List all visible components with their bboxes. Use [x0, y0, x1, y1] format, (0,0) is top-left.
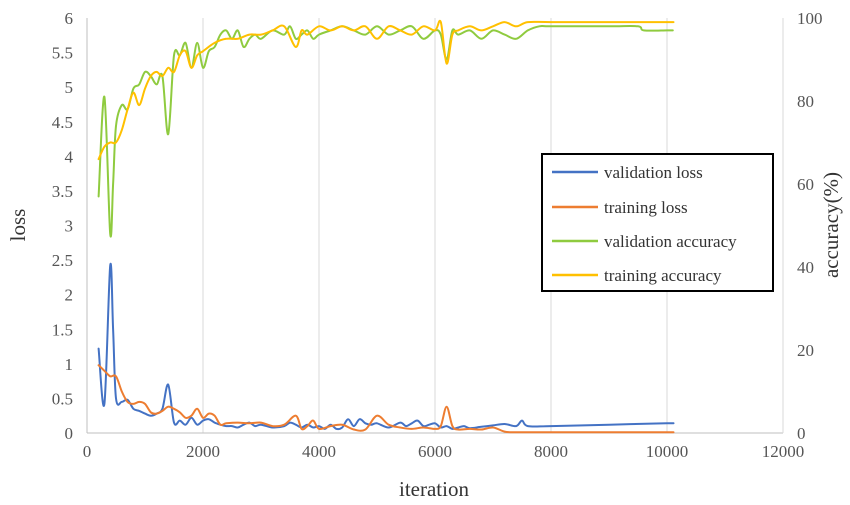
x-tick-label: 10000	[646, 442, 689, 461]
y-tick-label: 5.5	[52, 44, 73, 63]
legend-label-validation-accuracy: validation accuracy	[604, 232, 737, 251]
y2-axis-label: accuracy(%)	[819, 172, 843, 278]
y-tick-label: 4	[65, 147, 74, 166]
y-tick-label: 3.5	[52, 182, 73, 201]
tick-labels: 0 2000 4000 6000 8000 10000 1200000.511.522.53…	[52, 9, 823, 461]
y-tick-label: 2.5	[52, 251, 73, 270]
legend-label-training-loss: training loss	[604, 198, 688, 217]
x-tick-label: 2000	[186, 442, 220, 461]
y-tick-label: 5	[65, 78, 74, 97]
y-tick-label: 1.5	[52, 320, 73, 339]
y-axis-label: loss	[6, 209, 30, 242]
y2-tick-label: 0	[797, 424, 806, 443]
series-line-training-accuracy	[97, 19, 675, 161]
y-tick-label: 2	[65, 286, 74, 305]
x-tick-label: 8000	[534, 442, 568, 461]
y2-tick-label: 20	[797, 341, 814, 360]
x-tick-label: 0	[83, 442, 92, 461]
y2-tick-label: 100	[797, 9, 823, 28]
y2-tick-label: 40	[797, 258, 814, 277]
x-tick-label: 4000	[302, 442, 336, 461]
y2-tick-label: 60	[797, 175, 814, 194]
series-lines	[97, 19, 675, 434]
y2-tick-label: 80	[797, 92, 814, 111]
y-tick-label: 6	[65, 9, 74, 28]
series-line-training-loss	[97, 364, 675, 434]
y-tick-label: 0	[65, 424, 74, 443]
x-tick-label: 6000	[418, 442, 452, 461]
y-tick-label: 4.5	[52, 113, 73, 132]
y-tick-label: 3	[65, 217, 74, 236]
legend-box	[541, 153, 774, 292]
y-tick-label: 0.5	[52, 389, 73, 408]
x-axis-label: iteration	[399, 477, 469, 501]
legend: validation loss training loss validation…	[541, 153, 774, 292]
legend-label-validation-loss: validation loss	[604, 163, 703, 182]
legend-label-training-accuracy: training accuracy	[604, 266, 722, 285]
x-tick-label: 12000	[762, 442, 805, 461]
y-tick-label: 1	[65, 355, 74, 374]
